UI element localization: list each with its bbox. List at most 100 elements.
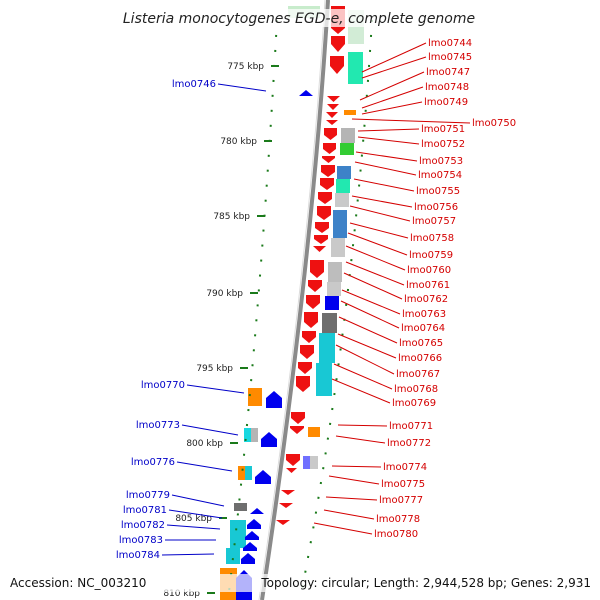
- forward-leader-line: [340, 300, 400, 329]
- forward-gene-label: lmo0752: [421, 139, 465, 150]
- forward-leader-line: [333, 363, 393, 390]
- reverse-leader-line: [176, 461, 233, 472]
- forward-gene-label: lmo0760: [407, 265, 451, 276]
- category-box: [322, 313, 337, 333]
- category-box: [316, 363, 332, 396]
- tick-label: 790 kbp: [206, 289, 243, 299]
- reverse-gene-label: lmo0746: [172, 79, 216, 90]
- tick-label: 785 kbp: [213, 212, 250, 222]
- reverse-leader-line: [166, 524, 221, 530]
- forward-gene-label: lmo0766: [398, 353, 442, 364]
- forward-leader-line: [351, 195, 413, 208]
- forward-leader-lines: [313, 42, 471, 535]
- forward-leader-line: [359, 71, 425, 101]
- forward-gene-label: lmo0768: [394, 384, 438, 395]
- forward-gene-arrow: [330, 56, 344, 74]
- forward-leader-line: [335, 435, 386, 444]
- forward-gene-label: lmo0747: [426, 67, 470, 78]
- reverse-gene-label: lmo0784: [116, 550, 160, 561]
- forward-gene-arrow: [300, 345, 314, 359]
- forward-gene-arrow: [279, 503, 293, 508]
- reverse-gene-labels: lmo0746 lmo0770 lmo0773 lmo0776 lmo0779 lmo07…: [116, 79, 216, 561]
- forward-leader-line: [331, 378, 391, 404]
- forward-leader-line: [337, 424, 388, 427]
- reverse-leader-line: [161, 553, 215, 556]
- forward-gene-label: lmo0762: [404, 294, 448, 305]
- forward-gene-arrow: [281, 490, 295, 495]
- category-box: [336, 179, 350, 193]
- category-box: [325, 296, 339, 310]
- forward-gene-label: lmo0751: [421, 124, 465, 135]
- forward-gene-labels: lmo0744 lmo0745 lmo0747 lmo0748 lmo0749 lmo07…: [374, 38, 516, 540]
- forward-gene-arrow: [276, 520, 290, 525]
- category-box: [244, 428, 251, 442]
- category-box: [348, 52, 363, 84]
- forward-leader-line: [361, 86, 424, 109]
- tick-label: 810 kbp: [163, 589, 200, 599]
- reverse-gene-arrow: [266, 391, 282, 408]
- forward-gene-arrow: [315, 222, 329, 233]
- forward-gene-arrow: [298, 362, 312, 374]
- forward-gene-label: lmo0777: [379, 495, 423, 506]
- forward-leader-line: [323, 509, 375, 520]
- reverse-leader-line: [217, 83, 267, 92]
- reverse-gene-arrow: [241, 553, 255, 564]
- forward-gene-arrow: [327, 104, 339, 110]
- forward-leader-line: [353, 178, 415, 192]
- forward-leader-line: [345, 261, 405, 286]
- category-box: [234, 503, 247, 511]
- forward-leader-line: [357, 128, 420, 132]
- reverse-leader-line: [171, 494, 225, 507]
- genome-backbone: [260, 0, 330, 600]
- category-box: [333, 210, 347, 238]
- forward-gene-arrow: [327, 96, 340, 102]
- title-backdrop: [128, 9, 472, 27]
- forward-gene-label: lmo0754: [418, 170, 462, 181]
- tick-labels: 775 kbp 780 kbp 785 kbp 790 kbp 795 kbp …: [163, 62, 264, 599]
- forward-leader-line: [355, 151, 418, 162]
- forward-leader-line: [313, 522, 373, 535]
- forward-gene-arrow: [306, 295, 320, 309]
- reverse-gene-arrow: [299, 90, 313, 96]
- forward-gene-label: lmo0750: [472, 118, 516, 129]
- reverse-gene-arrow: [255, 470, 271, 484]
- category-box: [238, 466, 245, 480]
- category-box: [340, 143, 354, 155]
- forward-gene-label: lmo0769: [392, 398, 436, 409]
- forward-gene-arrow: [286, 454, 300, 466]
- topology-text: Topology: circular; Length: 2,944,528 bp…: [260, 576, 591, 590]
- genome-backbone-highlight: [258, 0, 326, 600]
- forward-gene-label: lmo0755: [416, 186, 460, 197]
- forward-gene-label: lmo0749: [424, 97, 468, 108]
- reverse-gene-arrow: [247, 519, 261, 529]
- tick-label: 800 kbp: [186, 439, 223, 449]
- reverse-gene-label: lmo0783: [119, 535, 163, 546]
- forward-gene-arrow: [290, 426, 304, 434]
- category-box: [245, 466, 252, 480]
- forward-gene-label: lmo0758: [410, 233, 454, 244]
- forward-gene-label: lmo0753: [419, 156, 463, 167]
- forward-leader-line: [354, 161, 417, 176]
- category-box: [230, 520, 246, 548]
- forward-gene-label: lmo0778: [376, 514, 420, 525]
- forward-leader-line: [337, 333, 397, 359]
- tick-label: 775 kbp: [227, 62, 264, 72]
- outer-ring-boxes: [303, 10, 364, 469]
- forward-leader-line: [361, 42, 427, 73]
- category-box: [331, 238, 345, 257]
- forward-gene-arrow: [323, 143, 336, 154]
- category-box: [341, 128, 355, 143]
- forward-leader-line: [361, 101, 423, 115]
- reverse-gene-label: lmo0779: [126, 490, 170, 501]
- forward-gene-arrow: [302, 331, 316, 343]
- forward-gene-label: lmo0748: [425, 82, 469, 93]
- forward-leader-line: [349, 205, 411, 222]
- forward-leader-line: [361, 56, 427, 79]
- forward-gene-arrow: [304, 312, 318, 328]
- forward-gene-label: lmo0775: [381, 479, 425, 490]
- forward-gene-label: lmo0763: [402, 309, 446, 320]
- forward-gene-label: lmo0765: [399, 338, 443, 349]
- tick-label: 780 kbp: [220, 137, 257, 147]
- forward-leader-line: [347, 232, 408, 256]
